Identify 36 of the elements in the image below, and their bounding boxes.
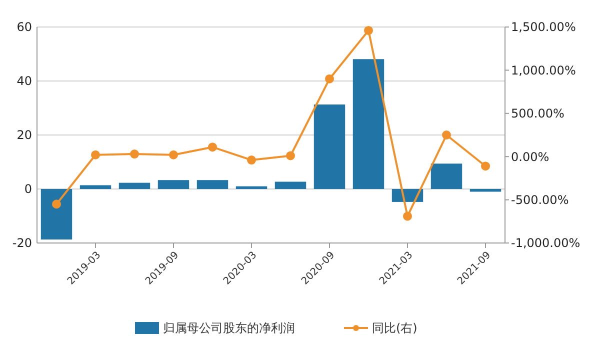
bar — [118, 182, 150, 189]
point — [208, 142, 217, 152]
point — [130, 150, 139, 159]
point — [364, 26, 373, 35]
bar — [40, 189, 72, 240]
point — [52, 200, 61, 209]
legend-label: 归属母公司股东的净利润 — [163, 321, 295, 336]
y-tick-label: -20 — [12, 236, 32, 250]
y-tick-label: 20 — [16, 128, 32, 142]
point — [91, 150, 100, 160]
bar — [352, 59, 384, 189]
bar — [80, 185, 112, 189]
y-tick-label: 40 — [16, 74, 32, 88]
bar — [430, 164, 462, 189]
y2-tick-label: -500.00% — [511, 193, 569, 207]
y2-tick-label: 1,500.00% — [511, 20, 576, 34]
y2-tick-label: 500.00% — [511, 106, 564, 121]
y2-tick-label: 0.00% — [511, 150, 550, 164]
bar — [274, 182, 306, 189]
y2-tick-label: 1,000.00% — [511, 63, 576, 78]
point — [247, 156, 256, 165]
point — [403, 212, 412, 221]
point — [325, 74, 334, 84]
point — [442, 130, 451, 140]
bar — [314, 104, 346, 189]
y2-tick-label: -1,000.00% — [511, 236, 580, 250]
bar — [236, 186, 268, 189]
bar — [470, 189, 502, 192]
point — [169, 150, 178, 160]
bar — [158, 180, 190, 189]
y-tick-label: 0 — [24, 182, 32, 196]
point — [286, 151, 295, 160]
y-tick-label: 60 — [16, 20, 32, 34]
legend-label: 同比(右) — [372, 321, 418, 336]
bar — [196, 180, 228, 189]
point — [481, 162, 490, 171]
